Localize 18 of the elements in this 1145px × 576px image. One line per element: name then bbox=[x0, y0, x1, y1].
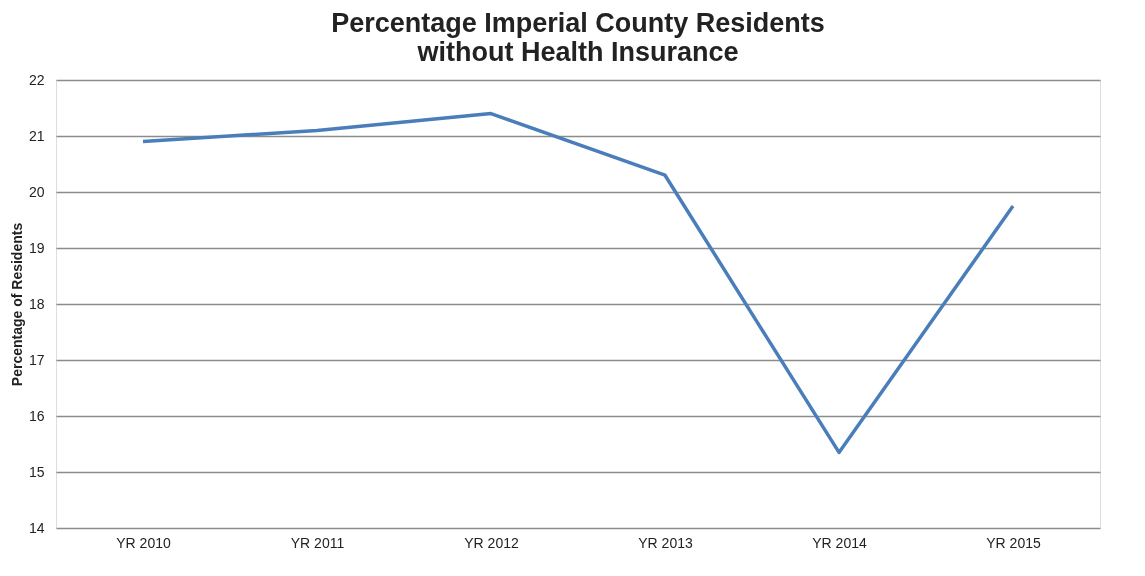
y-axis-title: Percentage of Residents bbox=[8, 222, 25, 387]
x-tick-label: YR 2012 bbox=[464, 534, 519, 551]
y-tick-label: 20 bbox=[28, 183, 45, 200]
chart-title: Percentage Imperial County Residents without Health Insurance bbox=[331, 8, 825, 67]
y-tick-label: 15 bbox=[28, 463, 45, 480]
y-tick-label: 17 bbox=[28, 351, 45, 368]
x-tick-label: YR 2014 bbox=[812, 534, 867, 551]
x-tick-label: YR 2010 bbox=[116, 534, 171, 551]
y-tick-label: 22 bbox=[28, 71, 45, 88]
y-tick-label: 16 bbox=[28, 407, 45, 424]
x-tick-label: YR 2011 bbox=[290, 534, 345, 551]
y-tick-label: 21 bbox=[28, 127, 45, 144]
y-tick-label: 18 bbox=[28, 295, 45, 312]
line-series bbox=[141, 111, 1015, 455]
x-tick-label: YR 2015 bbox=[986, 534, 1041, 551]
y-tick-label: 19 bbox=[28, 239, 45, 256]
x-tick-label: YR 2013 bbox=[638, 534, 693, 551]
y-tick-label: 14 bbox=[28, 519, 45, 536]
